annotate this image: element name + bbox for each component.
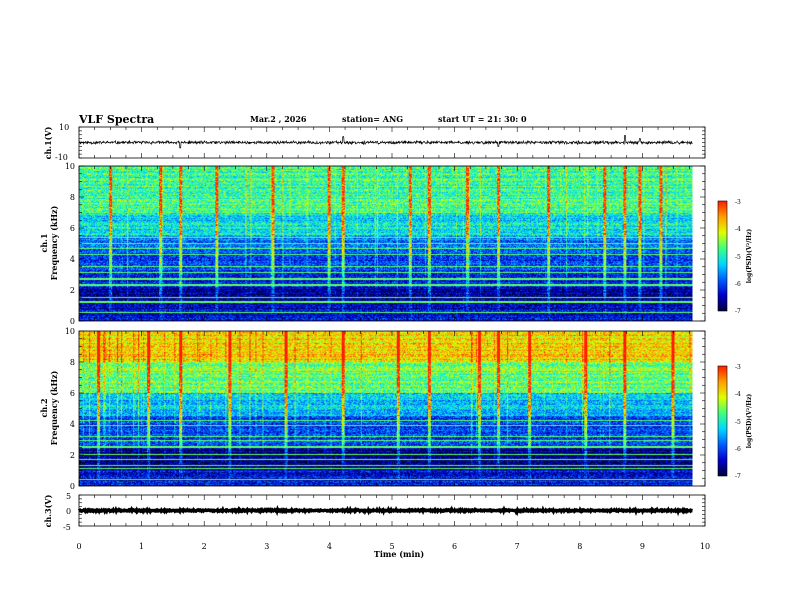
- x-tick-label: 7: [515, 542, 520, 551]
- ch2-ytick-label: 8: [70, 358, 75, 367]
- ch2-spectrogram-ticks: 0 2 4 6 8 10: [65, 327, 705, 491]
- ch3-waveform-trace: [77, 504, 694, 517]
- ch2-ytick-label: 10: [65, 327, 75, 336]
- ch1-cbar-tick-m4: -4: [735, 226, 741, 233]
- ch3-waveform-ylabel: ch.3(V): [43, 494, 53, 527]
- ch2-colorbar: [718, 366, 727, 476]
- ch2-ytick-label: 2: [70, 451, 75, 460]
- ch2-ytick-label: 6: [70, 389, 75, 398]
- ch3-waveform-trace-group: [77, 504, 694, 517]
- x-tick-label: 10: [700, 542, 710, 551]
- ch1-channel-label: ch.1: [39, 233, 49, 252]
- x-tick-label: 8: [577, 542, 582, 551]
- start-time-label: start UT = 21: 30: 0: [438, 114, 527, 124]
- ch1-ytick-label: 4: [70, 255, 75, 264]
- ch1-ytick-bottom: -10: [55, 153, 68, 162]
- ch2-ytick-label: 4: [70, 420, 75, 429]
- ch2-cbar-tick-m4: -4: [735, 391, 741, 398]
- ch3-ytick-bottom: -5: [63, 523, 71, 532]
- ch1-waveform-trace-group: [78, 135, 693, 149]
- ch1-spectrogram-ticks: 0 2 4 6 8 10: [65, 162, 705, 326]
- ch2-colorbar-label: log(PSD)(V²/Hz): [746, 394, 753, 449]
- figure-title: VLF Spectra: [78, 113, 154, 126]
- x-tick-label: 4: [327, 542, 332, 551]
- ch1-spectrogram-image: [79, 166, 693, 321]
- ch1-spectrogram-panel: 0 2 4 6 8 10 ch.1 Frequency (kHz) -3 -4 -5 -6…: [39, 162, 753, 326]
- ch2-cbar-tick-m7: -7: [735, 473, 741, 480]
- ch1-frequency-label: Frequency (kHz): [49, 205, 59, 280]
- ch2-spectrogram-image: [79, 331, 693, 486]
- ch1-ytick-label: 6: [70, 224, 75, 233]
- x-axis-tick-labels: 0 1 2 3 4 5 6 7 8 9 10: [76, 542, 710, 551]
- ch2-cbar-tick-m6: -6: [735, 446, 741, 453]
- ch2-frequency-label: Frequency (kHz): [49, 370, 59, 445]
- ch1-waveform-panel: 10 -10 ch.1(V): [43, 123, 706, 162]
- ch2-cbar-tick-m5: -5: [735, 419, 741, 426]
- ch1-cbar-tick-m6: -6: [735, 281, 741, 288]
- x-tick-label: 9: [640, 542, 645, 551]
- ch2-channel-label: ch.2: [39, 398, 49, 417]
- ch1-waveform-ylabel: ch.1(V): [43, 126, 53, 159]
- x-tick-label: 6: [452, 542, 457, 551]
- ch1-cbar-tick-m7: -7: [735, 308, 741, 315]
- ch1-colorbar: [718, 201, 727, 311]
- x-tick-label: 2: [202, 542, 207, 551]
- ch1-ytick-label: 8: [70, 193, 75, 202]
- ch3-waveform-panel: 5 0 -5 ch.3(V): [43, 492, 706, 532]
- x-tick-label: 0: [76, 542, 81, 551]
- x-axis-label: Time (min): [374, 549, 424, 559]
- station-label: station= ANG: [342, 114, 403, 124]
- date-label: Mar.2 , 2026: [250, 114, 307, 124]
- ch3-ytick-mid: 0: [66, 507, 71, 516]
- ch2-colorbar-frame: [717, 365, 728, 477]
- ch1-ytick-top: 10: [59, 123, 69, 132]
- ch1-ytick-label: 2: [70, 286, 75, 295]
- x-tick-label: 1: [139, 542, 144, 551]
- x-tick-label: 5: [389, 542, 394, 551]
- ch1-ytick-label: 0: [70, 317, 75, 326]
- ch2-spectrogram-panel: 0 2 4 6 8 10 ch.2 Frequency (kHz) -3 -4 -5 -6…: [39, 327, 753, 491]
- ch3-ytick-top: 5: [66, 492, 71, 501]
- ch1-ytick-label: 10: [65, 162, 75, 171]
- ch1-cbar-tick-m3: -3: [735, 199, 741, 206]
- x-tick-label: 3: [264, 542, 269, 551]
- ch1-waveform-trace: [78, 135, 693, 149]
- ch1-colorbar-frame: [717, 200, 728, 312]
- ch1-cbar-tick-m5: -5: [735, 254, 741, 261]
- ch2-ytick-label: 0: [70, 482, 75, 491]
- ch1-colorbar-label: log(PSD)(V²/Hz): [746, 229, 753, 284]
- ch2-cbar-tick-m3: -3: [735, 364, 741, 371]
